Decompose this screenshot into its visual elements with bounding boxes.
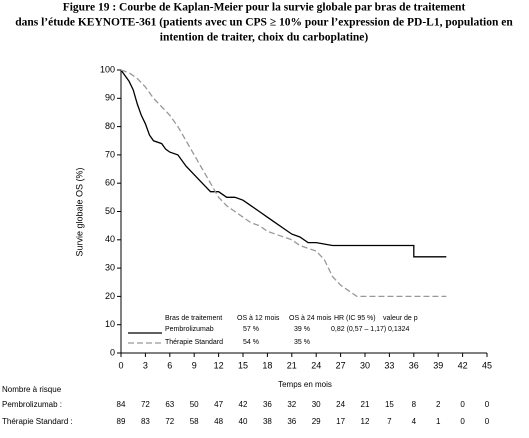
chart-title: Figure 19 : Courbe de Kaplan-Meier pour … bbox=[63, 2, 466, 14]
risk-value: 32 bbox=[287, 400, 296, 409]
x-tick-label: 33 bbox=[384, 360, 394, 370]
risk-value: 63 bbox=[165, 400, 174, 409]
y-tick-label: 40 bbox=[105, 234, 115, 244]
legend-header: OS à 12 mois bbox=[237, 315, 280, 322]
x-tick-label: 30 bbox=[360, 360, 370, 370]
risk-value: 0 bbox=[460, 417, 465, 426]
x-axis-label: Temps en mois bbox=[278, 380, 332, 389]
y-tick-label: 90 bbox=[105, 93, 115, 103]
y-tick-label: 50 bbox=[105, 206, 115, 216]
y-tick-label: 30 bbox=[105, 262, 115, 272]
risk-value: 7 bbox=[387, 417, 392, 426]
risk-value: 38 bbox=[263, 417, 272, 426]
risk-value: 2 bbox=[436, 400, 441, 409]
risk-value: 21 bbox=[361, 400, 370, 409]
risk-value: 72 bbox=[165, 417, 174, 426]
risk-value: 0 bbox=[460, 400, 465, 409]
risk-value: 89 bbox=[117, 417, 126, 426]
x-tick-label: 9 bbox=[192, 360, 197, 370]
risk-value: 50 bbox=[190, 400, 199, 409]
risk-label: Thérapie Standard : bbox=[2, 417, 73, 426]
legend-header: valeur de p bbox=[383, 315, 418, 322]
x-tick-label: 3 bbox=[143, 360, 148, 370]
y-tick-label: 20 bbox=[105, 291, 115, 301]
risk-title: Nombre à risque bbox=[2, 385, 62, 394]
risk-value: 48 bbox=[214, 417, 223, 426]
risk-value: 36 bbox=[263, 400, 272, 409]
y-tick-label: 100 bbox=[100, 64, 115, 74]
x-tick-label: 15 bbox=[238, 360, 248, 370]
risk-value: 40 bbox=[239, 417, 248, 426]
legend-header: OS à 24 mois bbox=[289, 315, 332, 322]
risk-value: 36 bbox=[287, 417, 296, 426]
legend-cell: 39 % bbox=[294, 326, 310, 333]
legend-cell: 57 % bbox=[243, 326, 259, 333]
survival-curve bbox=[120, 69, 447, 258]
risk-value: 30 bbox=[312, 400, 321, 409]
risk-value: 83 bbox=[141, 417, 150, 426]
legend-cell: 35 % bbox=[294, 339, 310, 346]
x-tick-label: 21 bbox=[287, 360, 297, 370]
x-tick-label: 12 bbox=[214, 360, 224, 370]
legend-label: Thérapie Standard bbox=[165, 339, 223, 346]
risk-value: 12 bbox=[361, 417, 370, 426]
risk-value: 47 bbox=[214, 400, 223, 409]
x-tick-label: 24 bbox=[311, 360, 321, 370]
risk-value: 8 bbox=[412, 400, 417, 409]
y-tick-label: 60 bbox=[105, 178, 115, 188]
risk-value: 24 bbox=[336, 400, 345, 409]
legend-header: HR (IC 95 %) bbox=[334, 315, 376, 322]
risk-value: 4 bbox=[412, 417, 417, 426]
y-tick-label: 70 bbox=[105, 149, 115, 159]
risk-value: 42 bbox=[239, 400, 248, 409]
risk-value: 15 bbox=[385, 400, 394, 409]
risk-value: 17 bbox=[336, 417, 345, 426]
chart-title: intention de traiter, choix du carboplat… bbox=[160, 32, 369, 44]
legend-header: Bras de traitement bbox=[165, 315, 222, 322]
risk-value: 84 bbox=[117, 400, 126, 409]
risk-value: 1 bbox=[436, 417, 441, 426]
legend-label: Pembrolizumab bbox=[165, 326, 214, 333]
risk-value: 0 bbox=[485, 417, 490, 426]
y-tick-label: 0 bbox=[110, 347, 115, 357]
risk-value: 0 bbox=[485, 400, 490, 409]
x-tick-label: 39 bbox=[433, 360, 443, 370]
chart-title: dans l’étude KEYNOTE-361 (patients avec … bbox=[15, 17, 513, 29]
risk-value: 29 bbox=[312, 417, 321, 426]
legend-cell: 0,1324 bbox=[388, 326, 410, 333]
legend-cell: 54 % bbox=[243, 339, 259, 346]
x-tick-label: 36 bbox=[409, 360, 419, 370]
y-axis-label: Survie globale OS (%) bbox=[74, 167, 84, 256]
x-tick-label: 18 bbox=[262, 360, 272, 370]
y-tick-label: 10 bbox=[105, 319, 115, 329]
survival-curve bbox=[120, 69, 447, 298]
x-tick-label: 45 bbox=[482, 360, 492, 370]
y-tick-label: 80 bbox=[105, 121, 115, 131]
x-tick-label: 42 bbox=[458, 360, 468, 370]
x-tick-label: 0 bbox=[118, 360, 123, 370]
x-tick-label: 6 bbox=[167, 360, 172, 370]
risk-value: 72 bbox=[141, 400, 150, 409]
x-tick-label: 27 bbox=[336, 360, 346, 370]
risk-value: 58 bbox=[190, 417, 199, 426]
risk-label: Pembrolizumab : bbox=[2, 400, 62, 409]
legend-cell: 0,82 (0,57 – 1,17) bbox=[331, 326, 386, 333]
